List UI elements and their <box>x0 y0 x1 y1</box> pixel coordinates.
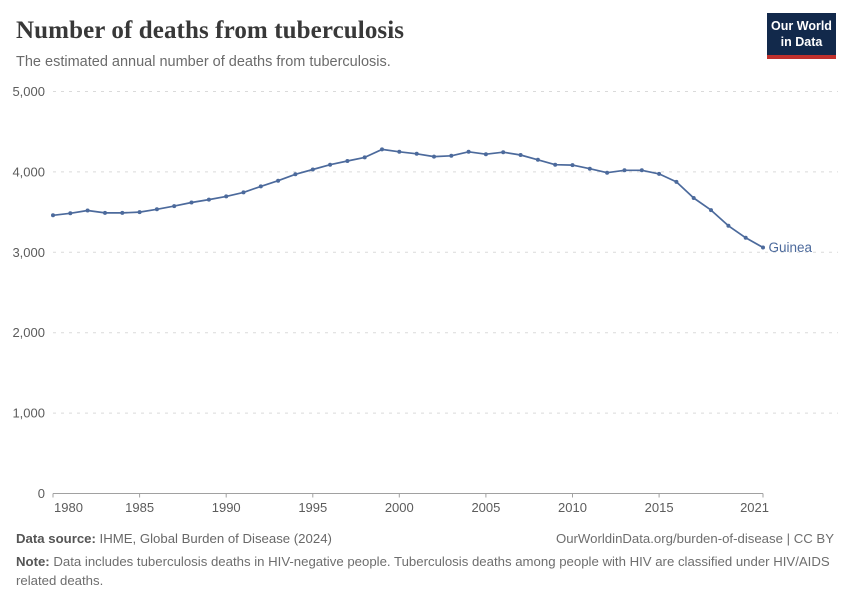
data-point <box>414 151 419 156</box>
data-source-text: IHME, Global Burden of Disease (2024) <box>95 531 332 546</box>
data-point <box>518 153 523 157</box>
owid-logo-line1: Our World <box>771 19 832 33</box>
y-tick-label: 1,000 <box>12 406 45 421</box>
data-point <box>535 157 540 162</box>
page-subtitle: The estimated annual number of deaths fr… <box>16 54 391 70</box>
data-point <box>674 179 679 184</box>
chart-header: Number of deaths from tuberculosis The e… <box>0 0 850 70</box>
data-point <box>639 168 644 173</box>
y-tick-label: 2,000 <box>12 325 45 340</box>
y-tick-label: 3,000 <box>12 245 45 260</box>
data-point <box>501 150 506 155</box>
footer-note: Note: Data includes tuberculosis deaths … <box>16 552 834 590</box>
data-point <box>85 208 90 213</box>
footer-source-row: Data source: IHME, Global Burden of Dise… <box>16 531 834 546</box>
x-tick-label: 2005 <box>471 500 500 515</box>
data-point <box>432 154 436 159</box>
data-point <box>172 204 177 209</box>
page-title: Number of deaths from tuberculosis <box>16 17 405 44</box>
data-point <box>189 200 194 205</box>
data-source: Data source: IHME, Global Burden of Dise… <box>16 531 332 546</box>
data-point <box>397 149 402 154</box>
data-point <box>310 167 315 172</box>
data-point <box>362 155 367 160</box>
data-point <box>154 207 159 212</box>
x-tick-label: 2021 <box>740 500 769 515</box>
data-point <box>743 235 748 240</box>
x-tick-label: 2000 <box>385 500 414 515</box>
trend-line <box>52 148 764 249</box>
data-point <box>691 196 696 200</box>
line-chart: 0 1,000 2,000 3,000 4,000 5,000 1980 1985 1990 19… <box>12 84 838 515</box>
chart-area: 0 1,000 2,000 3,000 4,000 5,000 1980 1985 1990 19… <box>0 80 850 525</box>
y-tick-label: 5,000 <box>12 84 45 99</box>
x-tick-label: 1990 <box>212 500 241 515</box>
y-tick-label: 0 <box>38 486 45 501</box>
data-point <box>449 153 454 158</box>
x-tick-label: 1980 <box>54 500 83 515</box>
x-tick-label: 1995 <box>298 500 327 515</box>
x-tick-label: 2015 <box>645 500 674 515</box>
data-point <box>726 223 731 228</box>
attribution: OurWorldinData.org/burden-of-disease | C… <box>555 531 834 546</box>
data-source-label: Data source: <box>16 531 96 546</box>
data-point <box>293 172 298 177</box>
y-tick-label: 4,000 <box>12 164 45 179</box>
data-point <box>120 210 125 215</box>
data-point <box>709 208 713 213</box>
data-point <box>103 210 107 215</box>
data-point <box>466 149 471 154</box>
x-tick-label: 1985 <box>125 500 154 515</box>
data-point <box>553 162 558 167</box>
note-label: Note: <box>16 554 50 569</box>
x-tick-label: 2010 <box>558 500 587 515</box>
data-point <box>605 170 610 175</box>
data-point <box>657 171 662 176</box>
data-point <box>51 213 55 218</box>
note-text: Data includes tuberculosis deaths in HIV… <box>16 554 830 589</box>
data-point <box>206 197 211 202</box>
data-point <box>483 152 488 157</box>
data-point <box>241 190 246 195</box>
data-point <box>137 210 142 215</box>
entity-label: Guinea <box>769 240 813 255</box>
data-point <box>587 166 592 171</box>
data-point <box>276 178 281 183</box>
data-point <box>258 184 263 189</box>
owid-logo: Our World in Data <box>767 13 836 59</box>
chart-footer: Data source: IHME, Global Burden of Dise… <box>16 531 834 590</box>
owid-logo-line2: in Data <box>780 35 823 50</box>
data-point <box>328 162 333 167</box>
data-point <box>68 211 73 216</box>
data-point <box>622 168 627 173</box>
data-point <box>380 147 384 152</box>
data-point <box>570 163 575 168</box>
data-point <box>345 159 350 163</box>
data-point <box>761 245 765 250</box>
data-point <box>224 194 229 199</box>
